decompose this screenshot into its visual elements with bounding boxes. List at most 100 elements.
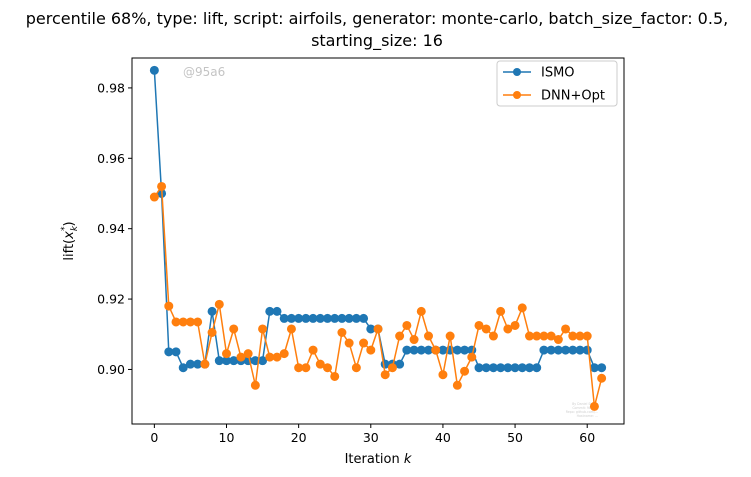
legend: ISMO DNN+Opt (496, 60, 618, 107)
data-point-dnn-opt (366, 345, 376, 355)
y-tick-label: 0.94 (97, 221, 125, 236)
data-point-dnn-opt (496, 306, 506, 316)
data-point-dnn-opt (481, 324, 491, 334)
data-point-dnn-opt (359, 338, 369, 348)
data-point-dnn-opt (488, 331, 498, 341)
x-tick-label: 10 (219, 430, 235, 445)
data-point-dnn-opt (409, 335, 419, 345)
y-tick-label: 0.96 (97, 151, 125, 166)
y-tick-label: 0.98 (97, 80, 125, 95)
data-point-dnn-opt (229, 324, 239, 334)
data-point-dnn-opt (582, 331, 592, 341)
y-tick-label: 0.90 (97, 362, 125, 377)
x-axis-ticks: 0 10 20 30 40 50 60 (150, 424, 595, 445)
chart-title-line-2: starting_size: 16 (311, 31, 443, 51)
data-point-dnn-opt (416, 306, 426, 316)
data-point-dnn-opt (467, 352, 477, 362)
data-point-dnn-opt (344, 338, 354, 348)
data-point-dnn-opt (258, 324, 268, 334)
series-layer (149, 65, 607, 411)
data-point-dnn-opt (380, 370, 390, 380)
data-point-dnn-opt (193, 317, 203, 327)
x-tick-label: 50 (507, 430, 523, 445)
legend-item-ismo: ISMO (503, 66, 575, 81)
data-point-dnn-opt (243, 349, 253, 359)
data-point-dnn-opt (279, 349, 289, 359)
x-tick-label: 60 (579, 430, 595, 445)
data-point-dnn-opt (250, 380, 260, 390)
data-point-dnn-opt (395, 331, 405, 341)
data-point-dnn-opt (351, 363, 361, 373)
data-point-dnn-opt (200, 359, 210, 369)
series-dnn-opt (149, 181, 607, 411)
data-point-ismo (149, 65, 159, 75)
fineprint-line: Commit: 9ba6... (572, 406, 598, 410)
data-point-ismo (178, 363, 188, 373)
x-tick-label: 40 (435, 430, 451, 445)
legend-label-ismo: ISMO (541, 66, 575, 81)
data-point-dnn-opt (149, 192, 159, 202)
data-point-dnn-opt (561, 324, 571, 334)
data-point-dnn-opt (546, 331, 556, 341)
data-point-ismo (171, 347, 181, 357)
plot-area (132, 58, 624, 424)
data-point-dnn-opt (164, 301, 174, 311)
data-point-dnn-opt (286, 324, 296, 334)
chart-title-line-1: percentile 68%, type: lift, script: airf… (26, 9, 728, 29)
data-point-dnn-opt (323, 363, 332, 373)
data-point-ismo (582, 345, 592, 355)
data-point-dnn-opt (431, 345, 441, 355)
data-point-dnn-opt (373, 324, 383, 334)
data-point-dnn-opt (474, 320, 484, 330)
data-point-dnn-opt (503, 324, 513, 334)
data-point-dnn-opt (330, 371, 340, 381)
x-tick-label: 30 (363, 430, 379, 445)
data-point-dnn-opt (157, 181, 167, 191)
legend-marker-dnn-opt (513, 91, 521, 99)
legend-marker-ismo (513, 68, 521, 76)
data-point-ismo (395, 359, 405, 369)
fineprint-line: By Daniel Stram (572, 402, 598, 406)
data-point-dnn-opt (222, 349, 231, 359)
fineprint-line: Repo: github.com/... (566, 410, 598, 414)
data-point-ismo (359, 313, 369, 323)
data-point-dnn-opt (597, 373, 607, 383)
data-point-dnn-opt (445, 331, 455, 341)
data-point-dnn-opt (337, 328, 347, 337)
data-point-dnn-opt (452, 380, 462, 390)
axes-frame (131, 57, 625, 425)
data-point-dnn-opt (589, 401, 599, 411)
data-point-dnn-opt (315, 359, 325, 369)
y-axis-label: lift(xk*) (60, 221, 80, 260)
fineprint-block: By Daniel Stram Commit: 9ba6... Repo: gi… (566, 402, 598, 418)
data-point-dnn-opt (308, 345, 318, 355)
data-point-dnn-opt (517, 303, 527, 313)
data-point-dnn-opt (207, 328, 217, 337)
data-point-ismo (532, 363, 542, 373)
y-axis-ticks: 0.90 0.92 0.94 0.96 0.98 (97, 80, 132, 377)
data-point-dnn-opt (402, 320, 412, 330)
fineprint-line: Hostname: ... (577, 414, 598, 418)
data-point-dnn-opt (387, 363, 397, 373)
data-point-dnn-opt (301, 363, 311, 373)
data-point-ismo (597, 363, 607, 373)
data-point-dnn-opt (214, 299, 224, 309)
y-tick-label: 0.92 (97, 292, 125, 307)
x-axis-label: Iteration k (345, 452, 412, 467)
watermark-text: @95a6 (183, 65, 225, 79)
data-point-ismo (207, 306, 217, 316)
svg-text:lift(xk*): lift(xk*) (60, 221, 80, 260)
legend-label-dnn-opt: DNN+Opt (541, 89, 605, 104)
x-tick-label: 0 (150, 430, 158, 445)
data-point-dnn-opt (510, 320, 520, 330)
data-point-dnn-opt (460, 366, 470, 376)
data-point-dnn-opt (424, 331, 433, 341)
data-point-dnn-opt (438, 370, 448, 380)
data-point-ismo (272, 306, 282, 316)
data-point-dnn-opt (553, 335, 563, 345)
legend-item-dnn-opt: DNN+Opt (503, 89, 605, 104)
x-tick-label: 20 (291, 430, 307, 445)
data-point-dnn-opt (272, 352, 282, 362)
data-point-dnn-opt (236, 352, 246, 362)
